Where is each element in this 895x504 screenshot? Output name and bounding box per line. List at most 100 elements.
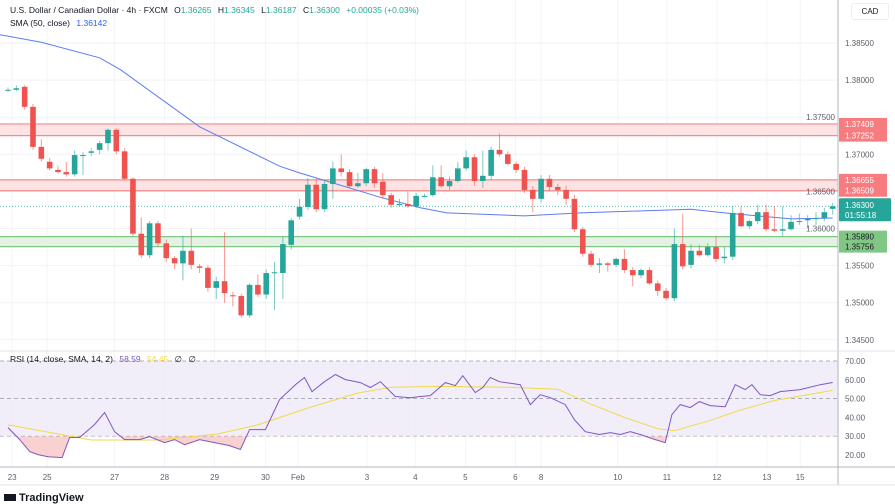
candle-down (138, 233, 145, 256)
ohlc-open: O1.36265 (174, 5, 212, 15)
price-tag (839, 240, 887, 253)
candle-up (704, 247, 711, 256)
time-tick-label: 23 (8, 473, 17, 482)
candle-down (338, 168, 344, 173)
candle-down (546, 178, 553, 187)
candle-down (505, 154, 511, 164)
time-tick-label: 12 (712, 473, 721, 482)
price-tag-label: 1.35890 (845, 233, 874, 242)
candle-up (246, 284, 253, 316)
rsi-band (0, 361, 838, 437)
rsi-extra-1: ∅ (174, 354, 183, 364)
time-tick-label: 6 (513, 473, 518, 482)
candle-up (721, 256, 728, 259)
candle-up (829, 206, 836, 209)
rsi-label[interactable]: RSI (14, close, SMA, 14, 2) (10, 354, 113, 364)
candle-down (121, 151, 128, 179)
candle-down (646, 270, 653, 284)
candle-down (663, 290, 669, 299)
price-tick-label: 1.38000 (845, 76, 874, 85)
rsi-tick-label: 60.00 (845, 376, 866, 385)
candle-down (380, 181, 386, 196)
candle-up (296, 206, 303, 217)
rsi-tick-label: 20.00 (845, 451, 866, 460)
candle-up (396, 204, 403, 206)
candle-down (738, 212, 744, 227)
candle-up (5, 89, 11, 91)
sma-legend: SMA (50, close) 1.36142 (10, 18, 111, 28)
candle-up (480, 175, 486, 182)
candle-down (221, 281, 228, 294)
price-tag (839, 230, 887, 243)
time-tick-label: 29 (210, 473, 219, 482)
sma-label[interactable]: SMA (50, close) (10, 18, 70, 28)
price-tick-label: 1.37000 (845, 150, 874, 159)
time-tick-label: 8 (539, 473, 544, 482)
candle-down (230, 295, 236, 297)
candle-up (729, 212, 736, 257)
candle-down (21, 86, 28, 107)
candle-up (71, 155, 78, 175)
sma-value: 1.36142 (76, 18, 108, 28)
candle-up (779, 229, 786, 231)
price-zones (0, 123, 838, 248)
candle-up (355, 183, 361, 187)
candle-down (563, 189, 569, 199)
candle-down (313, 184, 320, 210)
candle-up (455, 168, 461, 182)
currency-button[interactable]: CAD (851, 3, 889, 20)
last-price-tag (839, 198, 891, 222)
rsi-line (7, 373, 833, 459)
candle-up (613, 258, 619, 265)
candle-up (80, 155, 86, 157)
rsi-tick-label: 70.00 (845, 357, 866, 366)
price-tag-label: 1.37409 (845, 120, 874, 129)
candle-up (804, 218, 811, 221)
candle-up (280, 244, 286, 274)
candle-up (180, 250, 186, 264)
price-change: +0.00035 (+0.03%) (346, 5, 420, 15)
candle-up (688, 250, 694, 265)
candle-up (788, 221, 794, 230)
price-tag-label: 1.35756 (845, 243, 874, 252)
candle-up (271, 272, 278, 274)
candle-up (13, 88, 20, 90)
candle-up (305, 184, 311, 207)
candles (5, 85, 836, 318)
tradingview-logo[interactable]: TradingView (4, 492, 84, 504)
candle-down (346, 172, 353, 187)
candle-down (188, 250, 195, 265)
price-tick-label: 1.37500 (806, 113, 835, 122)
price-tag-label: 1.37252 (845, 132, 874, 141)
candle-down (38, 146, 45, 159)
time-tick-label: 5 (463, 473, 468, 482)
candle-up (146, 223, 153, 256)
candle-up (754, 212, 761, 222)
support-zone (0, 236, 838, 247)
price-tag-label: 1.36655 (845, 176, 874, 185)
rsi-tick-label: 30.00 (845, 432, 866, 441)
candle-up (363, 169, 369, 184)
candle-up (213, 281, 220, 288)
price-tag (839, 129, 887, 142)
candle-up (321, 183, 328, 210)
candle-up (813, 218, 819, 220)
candle-up (821, 212, 828, 219)
candle-up (105, 129, 111, 144)
candle-down (163, 243, 170, 259)
symbol-legend: U.S. Dollar / Canadian Dollar · 4h · FXC… (10, 5, 423, 15)
candle-up (421, 195, 428, 197)
rsi-tick-label: 50.00 (845, 395, 866, 404)
candle-down (196, 266, 203, 268)
time-tick-label: 30 (261, 473, 270, 482)
candle-up (413, 195, 419, 207)
countdown-label: 01:55:18 (845, 211, 877, 220)
candle-down (46, 161, 53, 169)
candle-up (330, 168, 336, 184)
price-tags: 1.37409 1.37252 1.36655 1.36509 1.358901.357… (839, 117, 891, 253)
candle-up (463, 157, 469, 169)
candle-down (471, 157, 478, 182)
symbol-title[interactable]: U.S. Dollar / Canadian Dollar · 4h · FXC… (10, 5, 168, 15)
rsi-extra-2: ∅ (188, 354, 196, 364)
